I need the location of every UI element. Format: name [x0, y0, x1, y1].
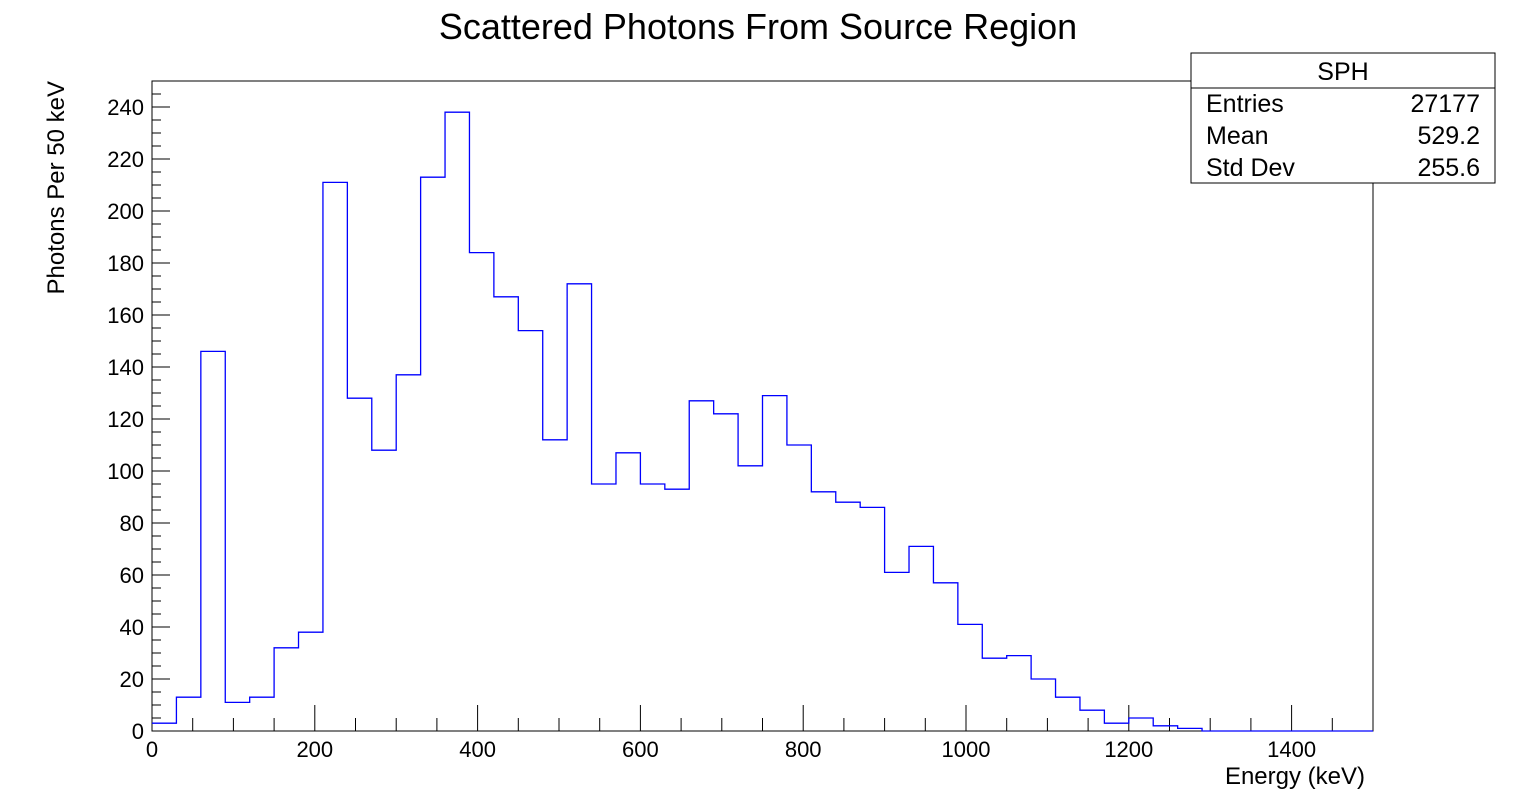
y-tick-label: 180	[107, 251, 144, 276]
x-tick-label: 1400	[1267, 737, 1316, 762]
x-axis-title: Energy (keV)	[1225, 763, 1365, 790]
stats-box: SPH Entries 27177 Mean 529.2 Std Dev 255…	[1190, 52, 1496, 184]
x-tick-label: 1000	[942, 737, 991, 762]
y-tick-label: 80	[120, 511, 144, 536]
y-axis-ticks: 0 20 40 60 80 100 120 140 160 180 200 220 240	[107, 80, 170, 744]
x-tick-label: 600	[622, 737, 659, 762]
x-tick-label: 0	[146, 737, 158, 762]
y-tick-label: 60	[120, 563, 144, 588]
stats-value-entries: 27177	[1410, 90, 1480, 118]
x-tick-label: 1200	[1104, 737, 1153, 762]
stats-value-mean: 529.2	[1417, 122, 1480, 150]
y-tick-label: 220	[107, 147, 144, 172]
y-tick-label: 20	[120, 667, 144, 692]
y-tick-label: 100	[107, 459, 144, 484]
y-tick-label: 120	[107, 407, 144, 432]
histogram-line	[152, 111, 1373, 732]
x-tick-label: 800	[785, 737, 822, 762]
stats-label-mean: Mean	[1206, 122, 1269, 150]
y-tick-label: 0	[132, 719, 144, 744]
x-tick-label: 400	[459, 737, 496, 762]
y-tick-label: 200	[107, 199, 144, 224]
x-axis-ticks: 0 200 400 600 800 1000 1200 1400	[146, 705, 1374, 762]
stats-box-frame	[1190, 52, 1496, 184]
y-tick-label: 160	[107, 303, 144, 328]
y-axis-title: Photons Per 50 keV	[43, 81, 70, 294]
stats-value-std-dev: 255.6	[1417, 154, 1480, 182]
stats-label-entries: Entries	[1206, 90, 1284, 118]
stats-label-std-dev: Std Dev	[1206, 154, 1295, 182]
y-tick-label: 240	[107, 95, 144, 120]
stats-box-title: SPH	[1317, 58, 1368, 86]
y-tick-label: 40	[120, 615, 144, 640]
x-tick-label: 200	[296, 737, 333, 762]
y-tick-label: 140	[107, 355, 144, 380]
chart-title: Scattered Photons From Source Region	[439, 6, 1077, 47]
